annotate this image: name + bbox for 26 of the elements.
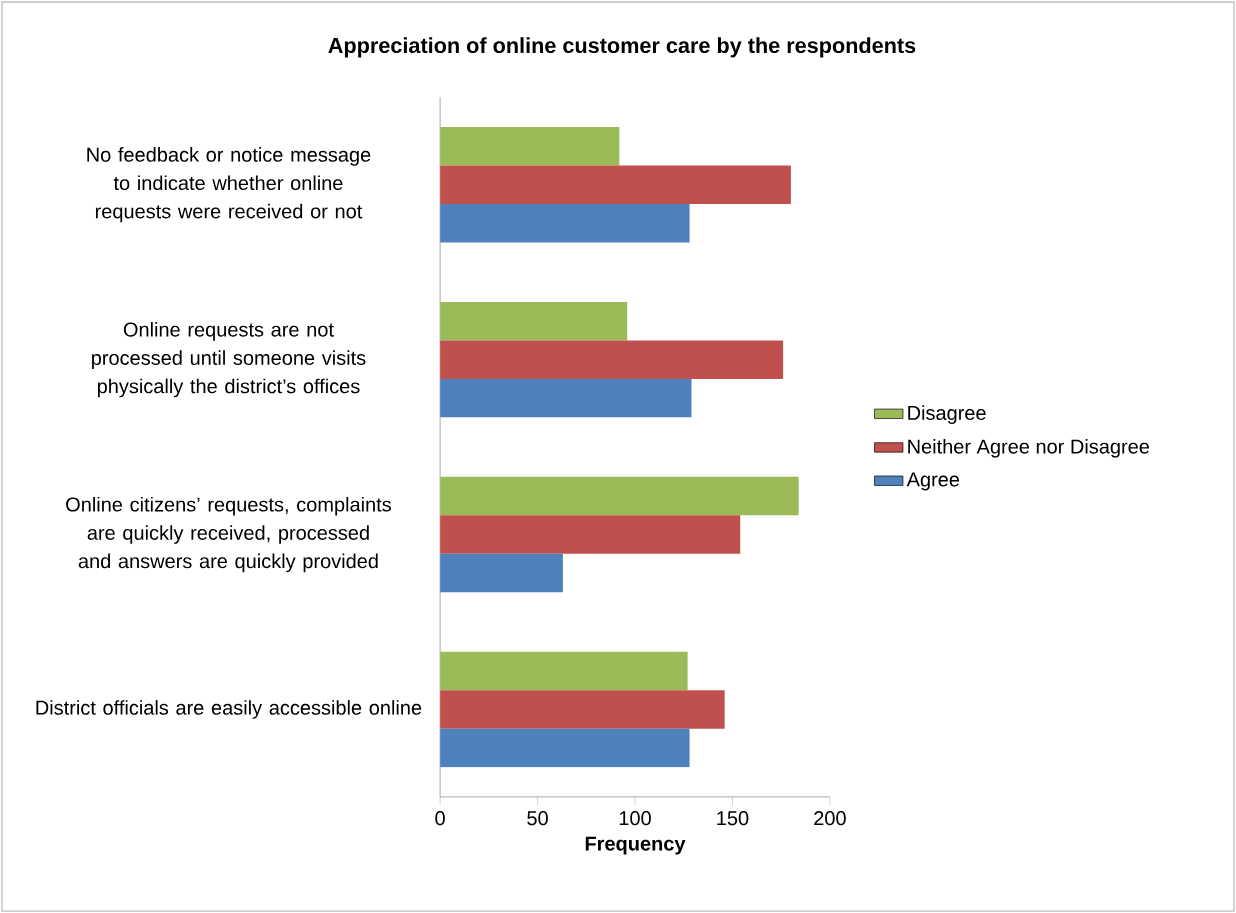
bar [440, 515, 741, 554]
bar [440, 165, 791, 204]
y-tick-label: District officials are easily accessible online [36, 700, 422, 719]
y-tick-label: No feedback or notice message to indicate whether online requests were received or not [87, 147, 371, 223]
bar [440, 126, 620, 166]
x-tick-label: 150 [717, 811, 749, 826]
x-tick-label: 100 [619, 811, 651, 826]
bar [440, 340, 784, 379]
bar [440, 476, 799, 516]
y-tick-label: Online citizens’ requests, complaints are quickly received, processed and answers are quickly provided [66, 496, 392, 573]
x-tick-label: 200 [814, 811, 846, 826]
bar [440, 203, 690, 243]
x-tick-label: 50 [527, 811, 548, 826]
bar [440, 378, 692, 418]
x-axis-title: Frequency [585, 836, 686, 855]
y-tick-label: Online requests are not processed until someone visits physically the district’s offices [92, 321, 366, 398]
bar [440, 553, 563, 593]
bar [440, 728, 690, 768]
bar [440, 651, 688, 691]
bar [440, 301, 628, 341]
legend-label: Disagree [908, 405, 986, 424]
chart-title: Appreciation of online customer care by the respondents [328, 37, 916, 58]
legend-label: Agree [906, 472, 960, 491]
x-tick-label: 0 [435, 811, 445, 826]
legend-label: Neither Agree nor Disagree [908, 438, 1149, 458]
bar [440, 690, 725, 729]
